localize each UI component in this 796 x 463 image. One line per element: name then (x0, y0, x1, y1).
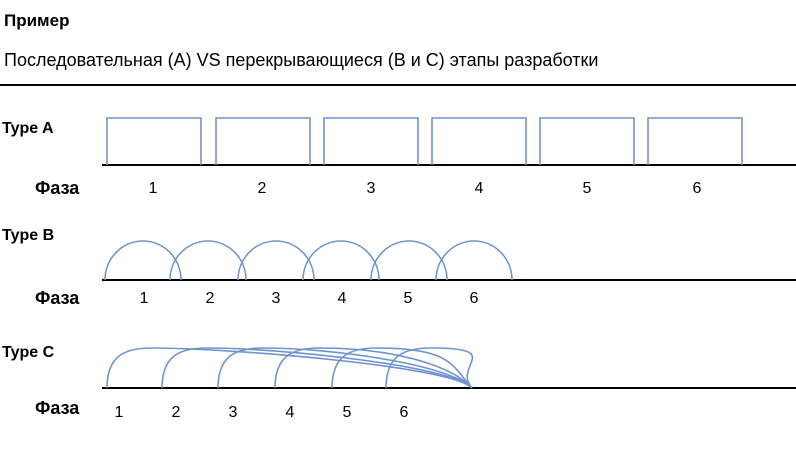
phase-number: 1 (115, 404, 124, 421)
phase-number: 5 (583, 180, 592, 197)
phase-arc (302, 240, 380, 281)
phase-number: 6 (470, 290, 479, 307)
phase-arc (104, 240, 182, 281)
row-type-label: Type A (2, 120, 54, 137)
phase-block (323, 117, 419, 165)
phase-axis-label: Фаза (35, 288, 80, 308)
phase-lobe (161, 347, 473, 389)
phase-number: 5 (404, 290, 413, 307)
heading: Пример (4, 11, 70, 30)
phase-axis-label: Фаза (35, 178, 80, 198)
phase-number: 2 (172, 404, 181, 421)
phase-number: 1 (140, 290, 149, 307)
phase-block (431, 117, 527, 165)
row-type-label: Type C (2, 344, 55, 361)
phase-number: 5 (343, 404, 352, 421)
phase-block (106, 117, 202, 165)
phase-lobe (385, 347, 474, 389)
phase-arc (237, 240, 315, 281)
phase-axis-label: Фаза (35, 398, 80, 418)
phase-arc (169, 240, 247, 281)
phase-number: 2 (206, 290, 215, 307)
phase-block (215, 117, 311, 165)
phase-lobe (217, 347, 473, 389)
phase-number: 6 (400, 404, 409, 421)
phase-number: 2 (258, 180, 267, 197)
phase-arc (435, 240, 513, 281)
phase-number: 6 (693, 180, 702, 197)
subtitle: Последовательная (A) VS перекрывающиеся … (4, 50, 599, 70)
title-divider (0, 84, 796, 86)
phase-number: 4 (338, 290, 347, 307)
phase-number: 3 (367, 180, 376, 197)
phase-number: 4 (475, 180, 484, 197)
phase-number: 4 (286, 404, 295, 421)
phase-arc (370, 240, 448, 281)
phase-number: 3 (272, 290, 281, 307)
phase-lobe (274, 347, 473, 389)
phase-lobe (331, 347, 473, 389)
phase-block (539, 117, 635, 165)
phase-number: 1 (149, 180, 158, 197)
phase-lobe (106, 347, 473, 389)
phase-block (647, 117, 743, 165)
phase-number: 3 (229, 404, 238, 421)
row-type-label: Type B (2, 227, 54, 244)
